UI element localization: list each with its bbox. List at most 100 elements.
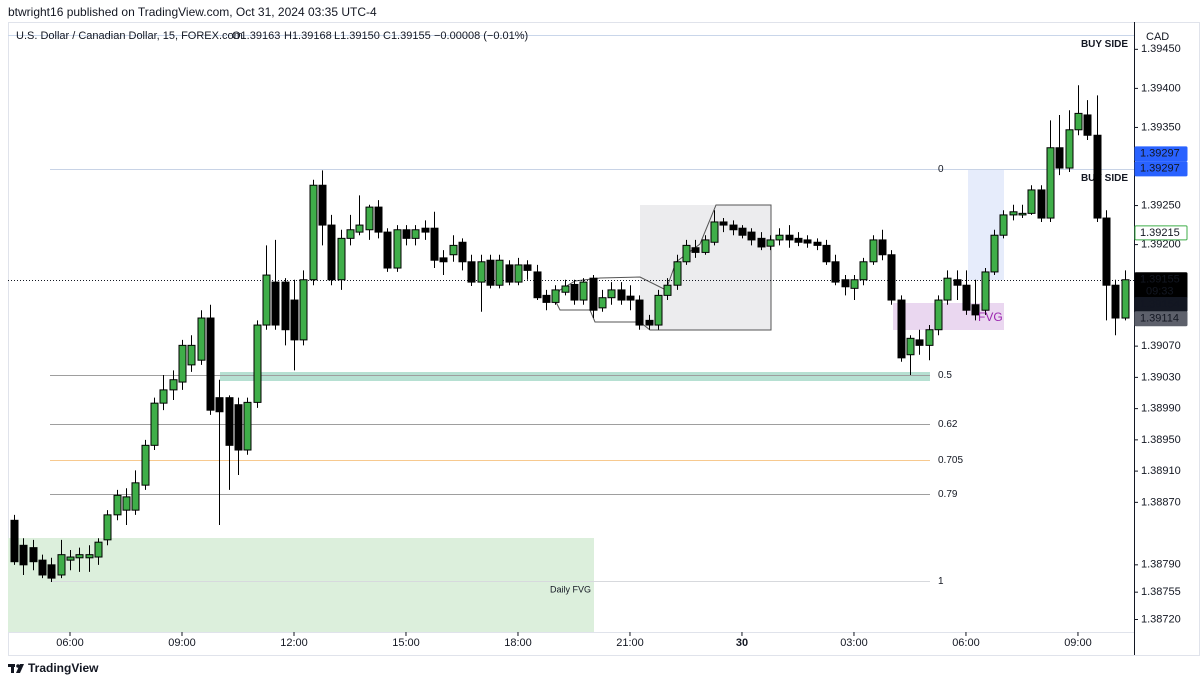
x-tick-label: 12:00: [280, 637, 308, 649]
candle-body: [561, 285, 570, 293]
candle-body: [626, 295, 635, 301]
fvg-zone-teal: [220, 372, 930, 381]
candle-body: [159, 389, 168, 404]
candle-body: [999, 214, 1008, 236]
candle-body: [1055, 147, 1064, 169]
ohlc-close: C1.39155: [383, 30, 431, 42]
x-tick-label: 06:00: [56, 637, 84, 649]
candle-body: [710, 221, 719, 243]
price-tag-label: 1.39297: [1140, 163, 1180, 175]
candle-body: [113, 494, 122, 516]
x-tick-label: 30: [736, 637, 748, 649]
candle-body: [598, 297, 607, 309]
candle-body: [803, 239, 812, 244]
candle-body: [187, 344, 196, 366]
candle-body: [579, 281, 588, 301]
candle-body: [589, 277, 598, 311]
x-tick-label: 09:00: [1064, 637, 1092, 649]
ohlc-high: H1.39168: [284, 30, 332, 42]
candle-body: [495, 259, 504, 286]
candle-body: [365, 206, 374, 231]
candle-body: [150, 402, 159, 446]
candle-body: [215, 397, 224, 413]
candle-body: [663, 284, 672, 296]
candle-body: [1046, 147, 1055, 219]
candle-body: [981, 271, 990, 311]
price-tag-label: 1.39114: [1140, 313, 1179, 325]
candle-body: [542, 294, 551, 303]
candle-body: [309, 184, 318, 281]
candle-body: [794, 237, 803, 243]
candle-body: [1074, 112, 1083, 131]
candles: [10, 85, 1130, 583]
candle-body: [458, 241, 467, 263]
y-tick-label: 1.38755: [1141, 586, 1181, 598]
candle-body: [75, 554, 84, 559]
candle-body: [971, 304, 980, 316]
liquidity-label: BUY SIDE: [1081, 39, 1128, 50]
x-tick-label: 18:00: [504, 637, 532, 649]
y-tick-label: 1.39250: [1141, 199, 1181, 211]
candle-body: [271, 281, 280, 326]
candle-body: [813, 241, 822, 246]
candle-body: [897, 299, 906, 359]
candle-body: [411, 229, 420, 239]
candle-body: [1083, 114, 1092, 136]
candle-body: [953, 279, 962, 286]
candle-body: [691, 247, 700, 253]
fib-level-label: 1: [938, 576, 944, 587]
candle-body: [402, 229, 411, 239]
candle-body: [607, 289, 616, 299]
candle-body: [47, 564, 56, 579]
fib-level-label: 0.62: [938, 419, 958, 430]
axes: 1.39450 1.39400 1.39350 1.39250 1.39200 1.390…: [56, 43, 1188, 649]
candle-body: [785, 234, 794, 241]
candle-body: [1111, 284, 1120, 319]
candle-body: [197, 317, 206, 361]
fib-level-label: 0.705: [938, 455, 963, 466]
candle-body: [915, 339, 924, 346]
liquidity-label: BUY SIDE: [1081, 173, 1128, 184]
candle-body: [1102, 217, 1111, 286]
price-tag: [1134, 161, 1188, 177]
ohlc-open: O1.39163: [232, 30, 280, 42]
candle-body: [206, 317, 215, 411]
candle-body: [85, 554, 94, 559]
y-tick-label: 1.38870: [1141, 496, 1181, 508]
y-tick-label: 1.39070: [1141, 340, 1181, 352]
candle-body: [299, 279, 308, 341]
candle-body: [66, 556, 75, 561]
fib-level-label: 0.79: [938, 489, 958, 500]
range-box-blue: [968, 169, 1004, 280]
candle-body: [467, 261, 476, 283]
candle-body: [831, 261, 840, 283]
price-axis: [1134, 23, 1199, 632]
candle-body: [551, 289, 560, 303]
candle-body: [57, 554, 66, 576]
candle-body: [234, 404, 243, 451]
y-tick-label: 1.38950: [1141, 434, 1181, 446]
price-tag-label: 1.39155: [1140, 274, 1180, 286]
price-tag-label: 1.39297: [1140, 148, 1180, 160]
candle-body: [122, 496, 131, 511]
candle-body: [859, 261, 868, 281]
candle-body: [738, 227, 747, 236]
ohlc-low: L1.39150: [334, 30, 380, 42]
candle-body: [38, 559, 47, 576]
candle-body: [1121, 279, 1130, 319]
candle-body: [383, 231, 392, 269]
candle-body: [10, 519, 19, 563]
candle-body: [514, 264, 523, 283]
publisher-line: btwright16 published on TradingView.com,…: [8, 5, 377, 19]
candle-body: [131, 482, 140, 511]
ohlc-change: −0.00008 (−0.01%): [434, 30, 528, 42]
y-tick-label: 1.38990: [1141, 403, 1181, 415]
y-tick-label: 1.38910: [1141, 465, 1181, 477]
candle-body: [178, 344, 187, 383]
price-tag: [1134, 225, 1188, 241]
price-tag-label: 1.39215: [1140, 227, 1180, 239]
levels: 0 0.5 0.62 0.705 0.79 1 BUY SIDE BUY SIDE: [8, 35, 1134, 587]
candle-body: [925, 329, 934, 346]
y-tick-label: 1.39450: [1141, 43, 1181, 55]
